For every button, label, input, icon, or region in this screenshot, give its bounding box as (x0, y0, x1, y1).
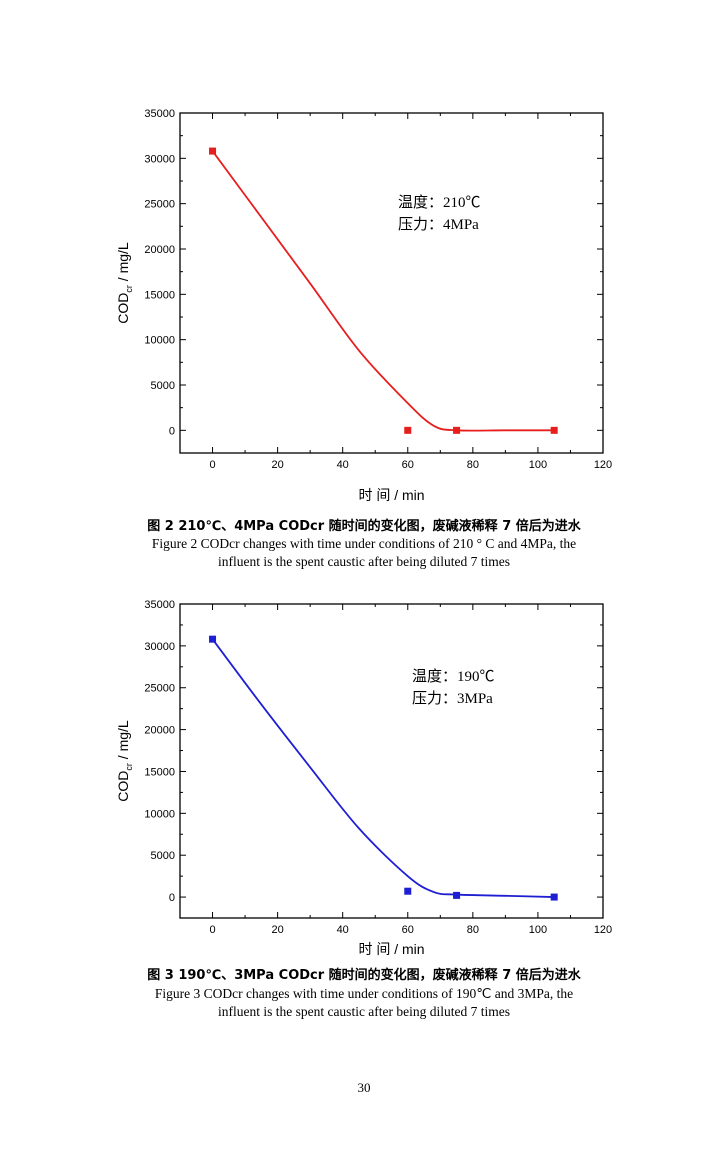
chart3-ytick-label-30000: 30000 (144, 641, 175, 653)
chart2-ytick-label-20000: 20000 (144, 244, 175, 256)
chart3-series-0-fit-line (211, 638, 555, 898)
chart2-xtick-label-100: 100 (529, 459, 547, 471)
chart3-ytick-label-20000: 20000 (144, 725, 175, 737)
figure-2-caption-english-line2: influent is the spent caustic after bein… (217, 554, 511, 569)
chart2-series-0-point-2 (453, 426, 461, 434)
chart3-ytick-label-5000: 5000 (151, 850, 175, 862)
chart2-y-axis-title: CODcr / mg/L (115, 242, 134, 324)
chart3-ytick-label-15000: 15000 (144, 766, 175, 778)
chart3-x-axis-title: 时 间 / min (358, 941, 424, 957)
chart-figure-3: 0 5000 10000 15000 20000 25000 30000 35000 0 20 40… (0, 590, 728, 965)
chart2-series-0-point-0 (209, 147, 217, 155)
chart3-xtick-label-80: 80 (467, 924, 479, 936)
chart2-ytick-label-25000: 25000 (144, 199, 175, 211)
chart3-ytick-label-25000: 25000 (144, 683, 175, 695)
chart3-plot-frame (179, 603, 604, 919)
chart3-series-0-point-0 (209, 635, 217, 643)
chart2-annotation-1: 温度：210℃ (398, 194, 481, 211)
figure-3-caption-chinese: 图 3 190℃、3MPa CODcr 随时间的变化图，废碱液稀释 7 倍后为进… (147, 968, 581, 983)
chart3-ytick-label-0: 0 (169, 892, 175, 904)
chart2-ytick-label-15000: 15000 (144, 289, 175, 301)
chart3-ytick-label-35000: 35000 (144, 599, 175, 611)
chart3-xtick-label-60: 60 (402, 924, 414, 936)
chart3-series-0-point-2 (453, 891, 461, 899)
chart-figure-2-svg: 0 5000 10000 15000 20000 25000 30000 35000 0 20 40… (115, 108, 612, 503)
chart2-ytick-label-10000: 10000 (144, 335, 175, 347)
chart2-xtick-label-80: 80 (467, 459, 479, 471)
figure-3-caption-english-line2: influent is the spent caustic after bein… (217, 1004, 511, 1019)
chart2-ytick-label-5000: 5000 (151, 380, 175, 392)
chart3-series-0-point-3 (550, 893, 558, 901)
figure-2-caption-chinese: 图 2 210℃、4MPa CODcr 随时间的变化图，废碱液稀释 7 倍后为进… (147, 519, 581, 534)
chart2-x-axis-title: 时 间 / min (358, 487, 424, 503)
figure-2-caption-english: Figure 2 CODcr changes with time under c… (0, 535, 728, 571)
figure-3-caption-english: Figure 3 CODcr changes with time under c… (0, 985, 728, 1021)
chart2-ytick-label-35000: 35000 (144, 108, 175, 120)
chart2-xtick-label-40: 40 (337, 459, 349, 471)
chart3-xtick-label-20: 20 (271, 924, 283, 936)
chart2-series-0-fit-line (211, 150, 555, 432)
chart3-annotation-2: 压力：3MPa (412, 690, 493, 707)
chart2-ytick-label-30000: 30000 (144, 153, 175, 165)
chart2-series-0-point-3 (550, 426, 558, 434)
chart2-series-0-point-1 (404, 426, 412, 434)
chart3-y-axis-title: CODcr / mg/L (115, 720, 134, 802)
chart2-xtick-label-0: 0 (209, 459, 215, 471)
chart3-xtick-label-100: 100 (529, 924, 547, 936)
chart3-annotation-1: 温度：190℃ (412, 668, 495, 685)
chart3-xtick-label-0: 0 (209, 924, 215, 936)
chart3-series-0-point-1 (404, 887, 412, 895)
chart3-xtick-label-120: 120 (594, 924, 612, 936)
chart2-xtick-label-120: 120 (594, 459, 612, 471)
chart3-xtick-label-40: 40 (337, 924, 349, 936)
chart2-xtick-label-60: 60 (402, 459, 414, 471)
chart2-xtick-label-20: 20 (271, 459, 283, 471)
chart3-ytick-label-10000: 10000 (144, 808, 175, 820)
chart2-plot-frame (179, 112, 604, 454)
chart2-annotation-2: 压力：4MPa (398, 216, 479, 233)
figure-2-caption-english-line1: Figure 2 CODcr changes with time under c… (151, 536, 577, 551)
figure-3-caption-english-line1: Figure 3 CODcr changes with time under c… (154, 986, 574, 1001)
page-number: 30 (357, 1080, 371, 1095)
chart-figure-2: 0 5000 10000 15000 20000 25000 30000 35000 0 20 40… (0, 100, 728, 510)
chart2-ytick-label-0: 0 (169, 425, 175, 437)
chart-figure-3-svg: 0 5000 10000 15000 20000 25000 30000 35000 0 20 40… (115, 599, 612, 957)
